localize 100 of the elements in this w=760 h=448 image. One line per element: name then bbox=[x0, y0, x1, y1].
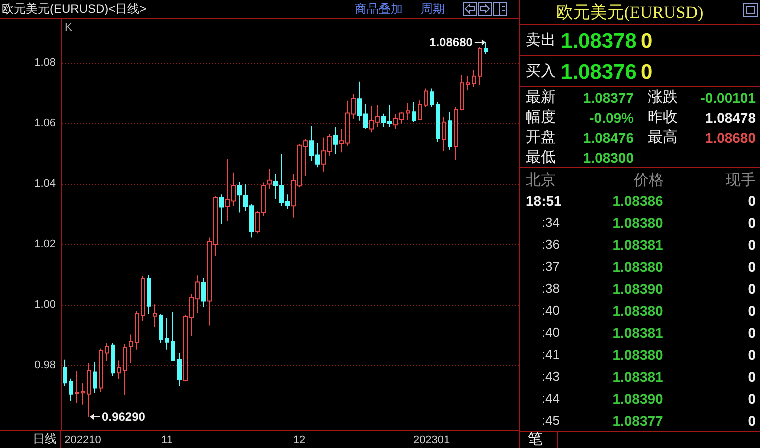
text: 1.08300 bbox=[583, 150, 634, 166]
text: :38 bbox=[542, 281, 560, 296]
chart-title: 欧元美元(EURUSD)<日线> bbox=[2, 2, 147, 16]
text: 1.08380 bbox=[612, 215, 664, 231]
y-tick-label: 1.08 bbox=[34, 57, 56, 70]
text: 欧元美元(EURUSD) bbox=[556, 3, 704, 22]
candlestick bbox=[117, 360, 121, 380]
candlestick bbox=[171, 312, 175, 362]
candlestick bbox=[75, 370, 79, 404]
candlestick bbox=[442, 116, 446, 152]
text: 最新 bbox=[526, 89, 556, 106]
candlestick bbox=[267, 169, 272, 190]
text: :40 bbox=[542, 325, 560, 340]
candlestick bbox=[99, 348, 103, 394]
y-tick-label: 0.98 bbox=[34, 359, 56, 372]
candlestick bbox=[63, 359, 67, 387]
text: 0 bbox=[641, 61, 653, 84]
x-axis-title: 日线 bbox=[33, 432, 57, 446]
x-tick-label: 11 bbox=[162, 434, 173, 446]
text: 1.08377 bbox=[612, 413, 664, 429]
text: 0 bbox=[748, 413, 756, 429]
candlestick bbox=[333, 126, 338, 155]
y-tick-label: 1.00 bbox=[34, 298, 56, 311]
text: 18:51 bbox=[526, 193, 562, 209]
candlestick bbox=[111, 342, 115, 378]
candlestick bbox=[466, 76, 470, 92]
text: 1.08376 bbox=[561, 61, 637, 84]
text: 1.08381 bbox=[612, 237, 664, 253]
text: 0 bbox=[748, 237, 756, 253]
text: 开盘 bbox=[526, 129, 556, 146]
text: 1.08377 bbox=[583, 90, 634, 106]
candlestick bbox=[69, 378, 73, 402]
x-tick-label: 12 bbox=[293, 434, 306, 446]
text: 0 bbox=[748, 259, 756, 275]
text: :40 bbox=[542, 303, 560, 318]
annotation: K bbox=[65, 22, 73, 34]
candlestick bbox=[129, 334, 133, 364]
text: 价格 bbox=[634, 172, 664, 189]
x-tick-label: 202301 bbox=[413, 434, 450, 446]
text: 1.08478 bbox=[705, 110, 756, 126]
candlestick bbox=[201, 277, 206, 308]
x-tick-label: 202210 bbox=[64, 434, 102, 446]
text: 1.08390 bbox=[612, 281, 664, 297]
candlestick bbox=[424, 88, 428, 108]
annotation: 1.08680 bbox=[430, 36, 474, 50]
y-tick-label: 1.06 bbox=[34, 118, 56, 130]
candlestick bbox=[93, 362, 97, 394]
candlestick bbox=[418, 100, 422, 122]
y-tick-label: 1.04 bbox=[34, 178, 56, 190]
text: 1.08390 bbox=[612, 391, 664, 407]
candlestick bbox=[123, 344, 127, 396]
candlestick bbox=[165, 318, 169, 350]
candlestick bbox=[436, 102, 440, 143]
candlestick bbox=[159, 314, 163, 344]
text: 1.08380 bbox=[612, 259, 664, 275]
text: :45 bbox=[542, 413, 560, 428]
text: 周期 bbox=[421, 2, 445, 16]
text: 0 bbox=[748, 369, 756, 385]
text: 0 bbox=[748, 193, 756, 209]
candlestick bbox=[135, 310, 139, 350]
candlestick bbox=[153, 304, 157, 328]
text: :41 bbox=[542, 347, 560, 362]
text: 1.08386 bbox=[612, 193, 664, 209]
text: 幅度 bbox=[526, 109, 556, 126]
candlestick bbox=[472, 70, 476, 88]
text: 0 bbox=[748, 281, 756, 297]
text: 1.08381 bbox=[612, 369, 664, 385]
text: :43 bbox=[542, 369, 560, 384]
text: 1.08380 bbox=[612, 347, 664, 363]
text: 现手 bbox=[726, 172, 756, 189]
candlestick bbox=[219, 194, 224, 225]
text: 0 bbox=[748, 303, 756, 319]
candlestick bbox=[460, 75, 464, 112]
text: 买入 bbox=[526, 63, 556, 80]
candlestick bbox=[147, 274, 151, 314]
text: -0.09% bbox=[590, 110, 634, 126]
text: 最低 bbox=[526, 149, 556, 166]
candlestick bbox=[448, 112, 452, 150]
candlestick bbox=[141, 276, 145, 322]
text: :36 bbox=[542, 237, 560, 252]
text: 北京 bbox=[526, 172, 556, 189]
text: 1.08680 bbox=[705, 130, 756, 146]
text: :37 bbox=[542, 259, 560, 274]
candlestick bbox=[478, 46, 482, 86]
candlestick bbox=[430, 88, 434, 108]
candlestick bbox=[454, 106, 458, 161]
text: 1.08380 bbox=[612, 303, 664, 319]
text: 涨跌 bbox=[648, 89, 678, 106]
candlestick bbox=[484, 42, 488, 55]
text: :34 bbox=[542, 215, 560, 230]
text: 0 bbox=[748, 325, 756, 341]
candlestick bbox=[406, 102, 410, 122]
text: 昨收 bbox=[648, 109, 678, 126]
text: -0.00101 bbox=[700, 90, 756, 106]
candlestick bbox=[105, 342, 109, 362]
text: 0 bbox=[748, 215, 756, 231]
candlestick bbox=[412, 102, 416, 123]
text: 0 bbox=[748, 391, 756, 407]
tab: 笔 bbox=[520, 431, 558, 448]
annotation: 0.96290 bbox=[102, 410, 146, 424]
